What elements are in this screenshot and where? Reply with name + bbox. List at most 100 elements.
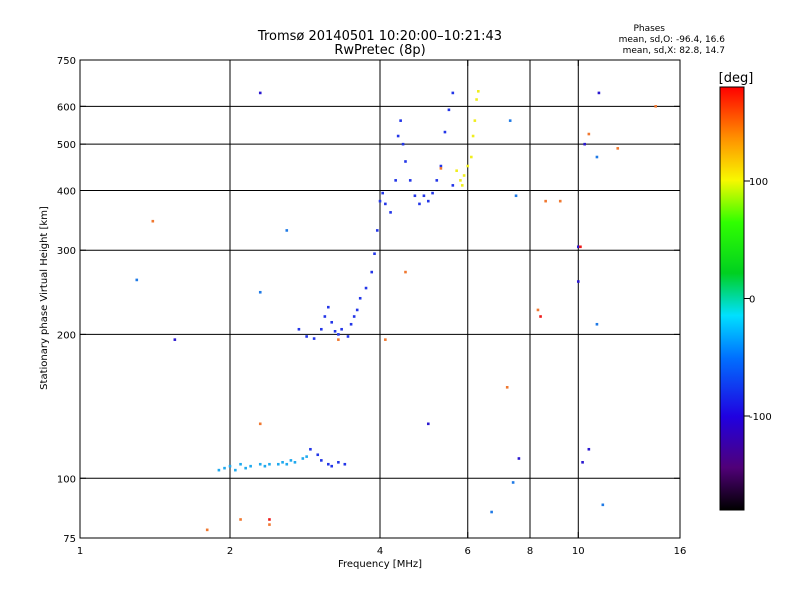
- data-point: [511, 481, 515, 484]
- y-tick-label: 400: [57, 186, 76, 197]
- data-point: [439, 167, 443, 170]
- data-point: [473, 119, 477, 122]
- data-point: [451, 91, 455, 95]
- data-point: [536, 308, 540, 312]
- data-point: [378, 199, 382, 203]
- colorbar-tick-label: 0: [749, 295, 755, 306]
- data-point: [297, 327, 301, 331]
- colorbar: [deg] 100 0 -100: [719, 71, 772, 511]
- data-point: [320, 327, 323, 331]
- colorbar-gradient: [719, 86, 745, 511]
- data-point: [654, 105, 657, 108]
- data-point: [422, 194, 426, 198]
- data-point: [381, 191, 384, 195]
- data-point: [595, 155, 599, 159]
- data-point: [477, 90, 480, 93]
- data-point: [346, 335, 350, 338]
- data-point: [258, 290, 262, 294]
- data-point: [258, 462, 262, 466]
- data-point: [370, 270, 374, 274]
- data-point: [431, 191, 434, 195]
- x-axis-label: Frequency [MHz]: [338, 559, 422, 570]
- data-point: [466, 164, 470, 168]
- data-point: [327, 462, 330, 466]
- data-point: [384, 202, 387, 206]
- data-point: [597, 91, 601, 95]
- data-point: [301, 457, 305, 460]
- data-point: [289, 459, 293, 462]
- data-point: [217, 468, 221, 472]
- data-point: [517, 457, 521, 460]
- data-point: [320, 459, 323, 462]
- x-tick-label: 16: [674, 546, 687, 557]
- data-point: [539, 315, 542, 318]
- data-point: [305, 455, 308, 458]
- data-point: [435, 179, 439, 182]
- data-point: [576, 245, 580, 249]
- data-point: [323, 315, 327, 318]
- data-point: [281, 461, 284, 464]
- data-point: [404, 270, 407, 274]
- data-point: [384, 338, 387, 341]
- data-point: [349, 322, 353, 326]
- data-point: [462, 174, 466, 177]
- data-point: [616, 147, 620, 150]
- data-point: [151, 219, 155, 223]
- data-point: [426, 199, 430, 203]
- data-point: [355, 308, 359, 312]
- data-point: [263, 464, 267, 468]
- data-point: [358, 296, 362, 300]
- data-point: [340, 327, 343, 331]
- data-point: [135, 278, 139, 282]
- data-point: [595, 322, 599, 326]
- data-point: [239, 518, 242, 521]
- data-point: [239, 462, 242, 466]
- data-point: [558, 199, 562, 203]
- data-point: [305, 335, 308, 338]
- data-point: [459, 179, 462, 182]
- data-point: [249, 464, 252, 468]
- data-point: [244, 466, 247, 470]
- grid-lines: [80, 60, 680, 538]
- data-point: [352, 315, 356, 318]
- data-point: [587, 132, 591, 136]
- colorbar-tick-label: -100: [749, 412, 772, 423]
- colorbar-label: [deg]: [719, 71, 754, 86]
- data-point: [439, 164, 443, 168]
- data-point: [312, 337, 316, 340]
- x-tick-label: 6: [465, 546, 471, 557]
- data-point: [293, 461, 297, 464]
- data-point: [394, 179, 397, 182]
- data-point: [205, 528, 209, 532]
- y-tick-label: 750: [57, 56, 76, 67]
- data-point: [343, 462, 347, 466]
- x-tick-label: 2: [227, 546, 233, 557]
- axis-ticks: 1 2 4 6 8 10 16 75 100 200 300 400 500 600 750: [57, 56, 686, 557]
- data-point: [451, 184, 455, 187]
- data-point: [337, 338, 340, 341]
- data-point: [581, 461, 584, 464]
- data-point: [223, 466, 226, 470]
- data-point: [268, 523, 271, 526]
- x-tick-label: 1: [77, 546, 83, 557]
- data-point: [276, 462, 280, 466]
- data-point: [234, 468, 237, 472]
- phase-stats-o: mean, sd,O: -96.4, 16.6: [619, 35, 726, 45]
- data-point: [404, 160, 407, 163]
- data-point: [285, 462, 289, 466]
- data-point: [327, 305, 330, 309]
- data-point: [258, 422, 262, 426]
- data-point: [337, 333, 340, 336]
- data-point: [316, 453, 320, 457]
- data-point: [455, 169, 458, 173]
- data-point: [173, 338, 177, 341]
- data-point: [389, 211, 392, 214]
- data-point: [576, 280, 580, 283]
- data-point: [475, 98, 478, 101]
- data-point: [514, 194, 518, 198]
- y-tick-label: 300: [57, 246, 76, 257]
- data-point: [228, 464, 232, 468]
- data-point: [364, 286, 368, 290]
- data-point: [337, 461, 340, 464]
